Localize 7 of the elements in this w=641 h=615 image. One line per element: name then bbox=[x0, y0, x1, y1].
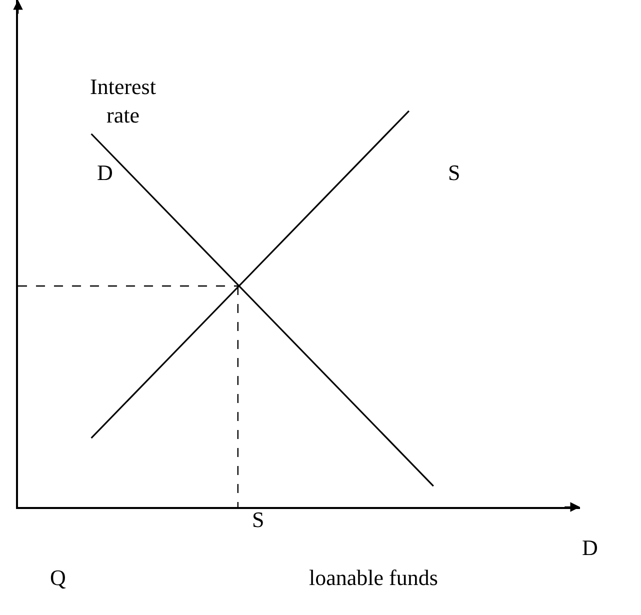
x-axis-title: loanable funds bbox=[309, 565, 438, 590]
y-axis-title: Interest rate bbox=[90, 74, 156, 128]
series-label: D bbox=[97, 160, 113, 185]
text: S bbox=[448, 160, 460, 185]
text: D bbox=[582, 535, 598, 560]
text: Q bbox=[50, 565, 66, 590]
text: S bbox=[252, 507, 264, 532]
